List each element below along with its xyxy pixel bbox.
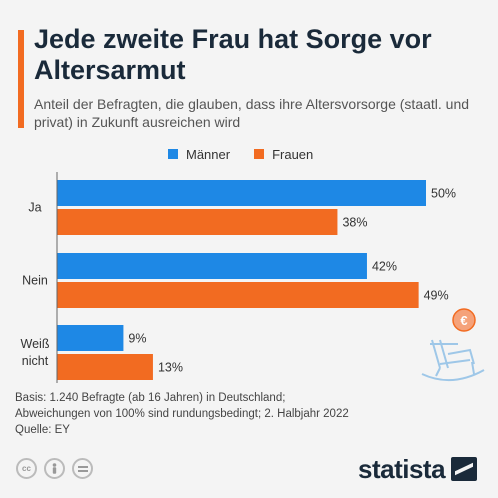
bar-chart: 50% 38% Ja 42% 49% Nein 9% 13% Weiß nicht (21, 172, 456, 383)
chart-title: Jede zweite Frau hat Sorge vor Altersarm… (34, 24, 432, 85)
category-label-2-0: Weiß (21, 337, 50, 351)
category-label-0-0: Ja (28, 201, 41, 215)
bar-men-2 (57, 325, 124, 351)
chart-subtitle: Anteil der Befragten, die glauben, dass … (34, 96, 470, 130)
value-label-men-0: 50% (431, 187, 456, 201)
legend-item-men: Männer (168, 147, 230, 162)
cc-icon: cc (16, 458, 37, 479)
statista-logo: statista (358, 453, 478, 484)
value-label-women-1: 49% (424, 289, 449, 303)
legend: Männer Frauen (168, 146, 337, 162)
value-label-men-2: 9% (128, 332, 146, 346)
bar-women-1 (57, 282, 419, 308)
footer-source: Quelle: EY (15, 424, 70, 436)
equals-icon (72, 458, 93, 479)
person-icon (44, 458, 65, 479)
bar-men-1 (57, 253, 367, 279)
legend-swatch-women (254, 149, 265, 159)
value-label-women-0: 38% (342, 216, 367, 230)
footer-notes: Basis: 1.240 Befragte (ab 16 Jahren) in … (15, 390, 475, 438)
title-accent-bar (18, 30, 24, 128)
footer-basis: Basis: 1.240 Befragte (ab 16 Jahren) in … (15, 392, 286, 404)
legend-label-men: Männer (186, 146, 231, 162)
euro-coin-icon: € (452, 308, 476, 332)
rocking-chair-icon: € (421, 308, 485, 382)
logo-text: statista (358, 453, 446, 484)
footer-note: Abweichungen von 100% sind rundungsbedin… (15, 408, 349, 420)
legend-label-women: Frauen (272, 146, 314, 162)
value-label-women-2: 13% (158, 361, 183, 375)
svg-text:€: € (460, 313, 467, 328)
legend-item-women: Frauen (254, 147, 313, 162)
category-label-2-1: nicht (22, 354, 49, 368)
bar-men-0 (57, 180, 426, 206)
legend-swatch-men (168, 149, 178, 159)
category-label-1-0: Nein (22, 274, 48, 288)
bar-women-0 (57, 209, 338, 235)
value-label-men-1: 42% (372, 260, 397, 274)
bar-women-2 (57, 354, 153, 380)
logo-mark (451, 457, 478, 481)
